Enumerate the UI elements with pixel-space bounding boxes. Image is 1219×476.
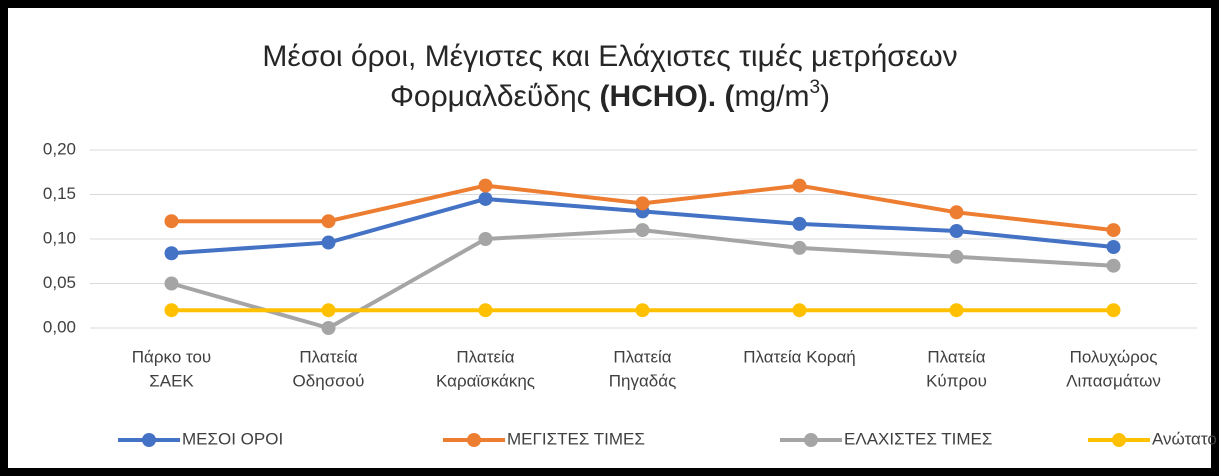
legend-marker (467, 433, 481, 447)
x-tick-label: Πηγαδάς (609, 371, 677, 390)
point-marker (321, 321, 336, 335)
legend-label: ΜΕΣΟΙ ΟΡΟΙ (182, 429, 283, 448)
x-tick-label: Πλατεία (456, 347, 514, 366)
point-marker (1106, 258, 1121, 273)
chart-title: Μέσοι όροι, Μέγιστες και Ελάχιστες τιμές… (262, 40, 957, 73)
x-tick-label: Λιπασμάτων (1066, 371, 1161, 390)
legend-marker (142, 433, 156, 447)
point-marker (635, 303, 650, 318)
x-tick-label: Πάρκο του (132, 347, 211, 366)
y-tick-label: 0,00 (43, 317, 76, 336)
point-marker (635, 196, 650, 211)
x-tick-label: Καραϊσκάκης (436, 371, 535, 390)
point-marker (792, 303, 807, 318)
point-marker (321, 235, 336, 250)
point-marker (164, 303, 179, 318)
point-marker (792, 216, 807, 231)
point-marker (792, 240, 807, 255)
legend-label: ΜΕΓΙΣΤΕΣ ΤΙΜΕΣ (507, 429, 645, 448)
point-marker (164, 214, 179, 229)
x-tick-label: Πολυχώρος (1070, 347, 1158, 366)
point-marker (1106, 223, 1121, 238)
legend-marker (804, 433, 818, 447)
x-tick-label: Κύπρου (926, 371, 987, 390)
point-marker (1106, 240, 1121, 255)
title-part: (HCHO). ( (599, 80, 734, 113)
y-tick-label: 0,15 (43, 184, 76, 203)
point-marker (321, 214, 336, 229)
x-tick-label: Πλατεία (613, 347, 671, 366)
x-tick-label: Πλατεία (299, 347, 357, 366)
y-tick-label: 0,20 (43, 139, 76, 158)
title-part: Φορμαλδεΰδης (390, 80, 600, 113)
legend-label: ΕΛΑΧΙΣΤΕΣ ΤΙΜΕΣ (844, 429, 992, 448)
point-marker (478, 303, 493, 318)
x-tick-label: ΣΑΕΚ (149, 371, 194, 390)
x-tick-label: Πλατεία (927, 347, 985, 366)
title-part: mg/m (734, 80, 809, 113)
x-tick-label: Οδησσού (293, 371, 365, 390)
point-marker (478, 178, 493, 193)
point-marker (949, 223, 964, 238)
point-marker (949, 303, 964, 318)
point-marker (478, 191, 493, 206)
point-marker (321, 303, 336, 318)
point-marker (164, 246, 179, 261)
x-tick-label: Πλατεία Κοραή (743, 347, 856, 366)
title-part: 3 (809, 77, 820, 98)
point-marker (478, 232, 493, 246)
point-marker (1106, 303, 1121, 318)
y-tick-label: 0,05 (43, 273, 76, 292)
point-marker (949, 249, 964, 264)
point-marker (949, 205, 964, 220)
point-marker (635, 223, 650, 238)
y-tick-label: 0,10 (43, 228, 76, 247)
point-marker (164, 276, 179, 291)
legend-marker (1112, 433, 1126, 447)
chart-title: Φορμαλδεΰδης (HCHO). (mg/m3) (390, 77, 830, 113)
legend-label: Ανώτατο επιτρ. όριο (1152, 429, 1219, 448)
point-marker (792, 178, 807, 193)
title-part: ) (820, 80, 830, 113)
